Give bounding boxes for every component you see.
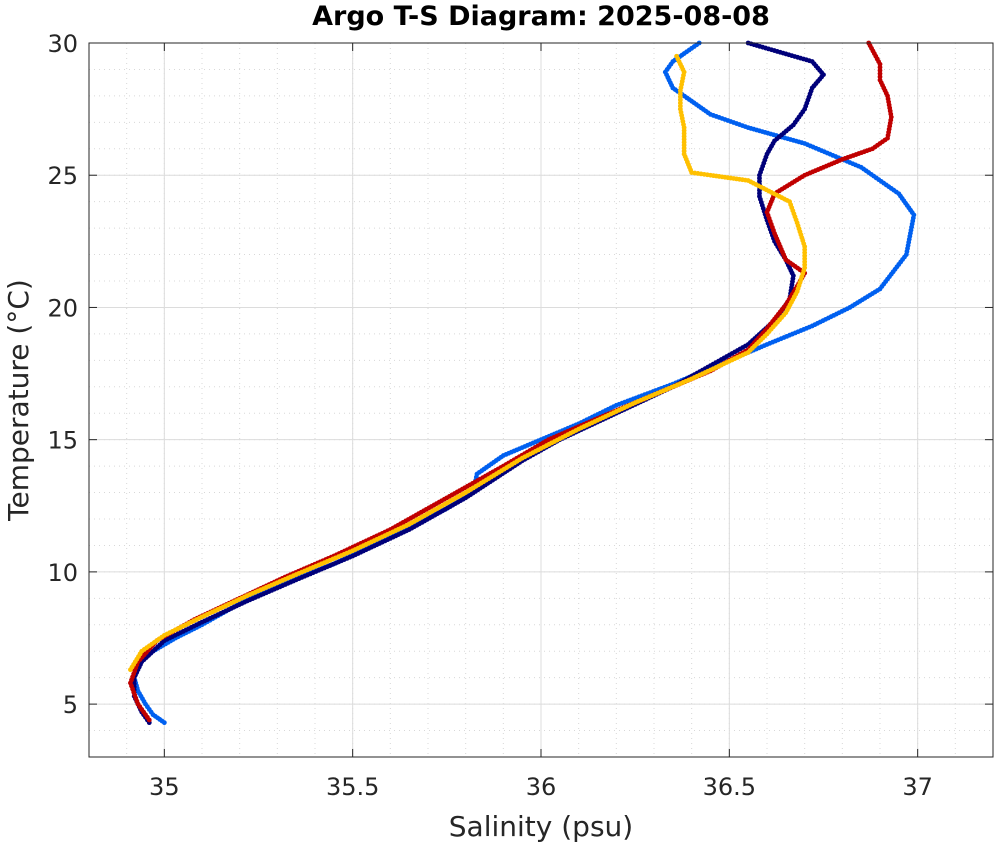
x-axis-label: Salinity (psu) (449, 810, 633, 843)
x-tick-label: 35 (149, 773, 180, 801)
y-tick-label: 30 (47, 30, 78, 58)
chart-title: Argo T-S Diagram: 2025-08-08 (312, 1, 770, 32)
data-marks (128, 40, 917, 726)
x-tick-label: 36 (526, 773, 557, 801)
plot-area (88, 40, 994, 758)
y-tick-label: 5 (63, 691, 78, 719)
data-point (674, 53, 679, 59)
y-tick-label: 25 (47, 162, 78, 190)
y-axis-label: Temperature (°C) (2, 279, 35, 522)
y-tick-label: 10 (47, 559, 78, 587)
x-tick-label: 35.5 (326, 773, 379, 801)
y-tick-label: 20 (47, 294, 78, 322)
x-tick-label: 36.5 (703, 773, 756, 801)
major-grid (89, 42, 993, 757)
x-tick-label: 37 (902, 773, 933, 801)
y-axis-ticks: 5 10 15 20 25 30 (47, 30, 993, 719)
x-axis-ticks: 35 35.5 36 36.5 37 (149, 43, 933, 801)
y-tick-label: 15 (47, 427, 78, 455)
series-4 (128, 53, 808, 673)
